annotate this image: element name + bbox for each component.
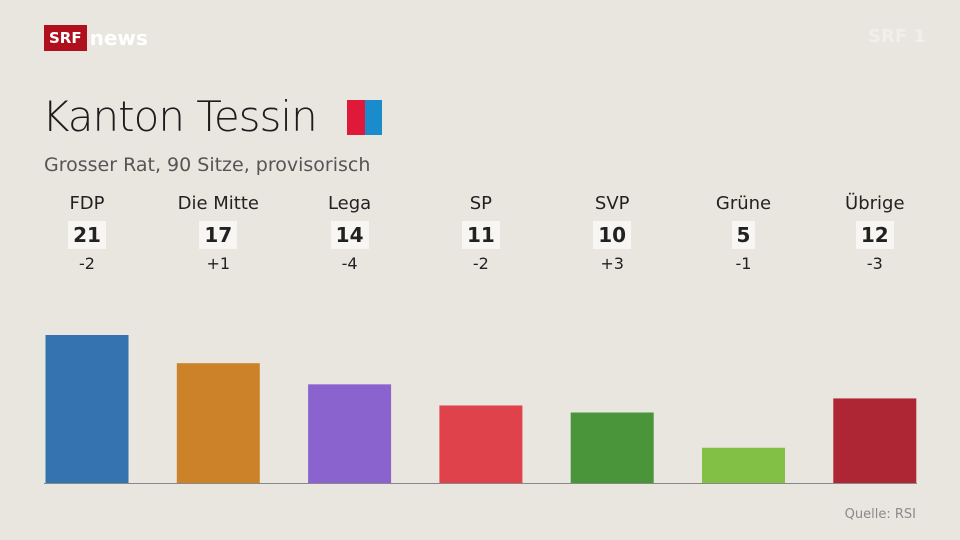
bar-lega [308,384,392,483]
seat-change: +1 [206,254,231,273]
bar-sp [439,405,523,483]
party-name: Die Mitte [177,193,259,214]
party-name: SVP [594,193,630,214]
subtitle: Grosser Rat, 90 Sitze, provisorisch [44,154,371,176]
seat-change: -2 [79,254,95,273]
seat-count: 12 [855,221,894,249]
seat-count: 17 [199,221,238,249]
party-label-group: SP 11 -2 [416,193,546,273]
page-title: Kanton Tessin [42,92,318,141]
seat-change: -2 [472,254,489,273]
party-name: Grüne [715,193,772,214]
seat-count: 21 [68,221,106,249]
srf-news-logo: SRF news [44,25,148,51]
party-name: Lega [327,193,372,214]
seat-count: 10 [593,221,632,249]
logo-srf: SRF [44,25,87,51]
bar-svp [570,412,654,483]
seat-count: 14 [330,221,369,249]
canton-flag-icon [347,100,382,135]
seat-change: -3 [866,254,883,273]
seat-change: +3 [600,254,624,273]
logo-news: news [89,26,148,50]
bar-grüne [702,447,785,483]
party-label-group: Übrige 12 -3 [810,193,940,273]
party-label-group: Lega 14 -4 [285,193,415,273]
bar-die-mitte [176,363,260,483]
party-label-group: SVP 10 +3 [547,193,677,273]
channel-watermark: SRF 1 [868,26,926,47]
party-label-group: Grüne 5 -1 [679,193,809,273]
bar-übrige [833,398,917,483]
bar-fdp [45,335,129,483]
party-label-group: Die Mitte 17 +1 [153,193,283,273]
party-name: Übrige [845,193,905,214]
source-label: Quelle: RSI [844,507,916,522]
party-label-group: FDP 21 -2 [22,193,152,273]
seat-change: -1 [735,254,752,273]
party-name: FDP [69,193,105,214]
party-name: SP [469,193,493,214]
seat-count: 5 [731,221,756,249]
seat-count: 11 [461,221,500,249]
seat-change: -4 [341,254,358,273]
